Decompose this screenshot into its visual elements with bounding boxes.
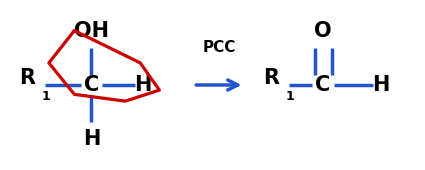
Text: H: H (134, 75, 151, 95)
Text: H: H (372, 75, 389, 95)
Text: O: O (314, 21, 332, 41)
Text: OH: OH (74, 21, 109, 41)
Text: C: C (315, 75, 331, 95)
Text: C: C (84, 75, 99, 95)
Text: 1: 1 (42, 90, 51, 103)
Text: PCC: PCC (202, 40, 235, 55)
Text: R: R (19, 68, 35, 88)
Text: R: R (264, 68, 280, 88)
Text: 1: 1 (286, 90, 295, 103)
Text: H: H (83, 129, 100, 149)
